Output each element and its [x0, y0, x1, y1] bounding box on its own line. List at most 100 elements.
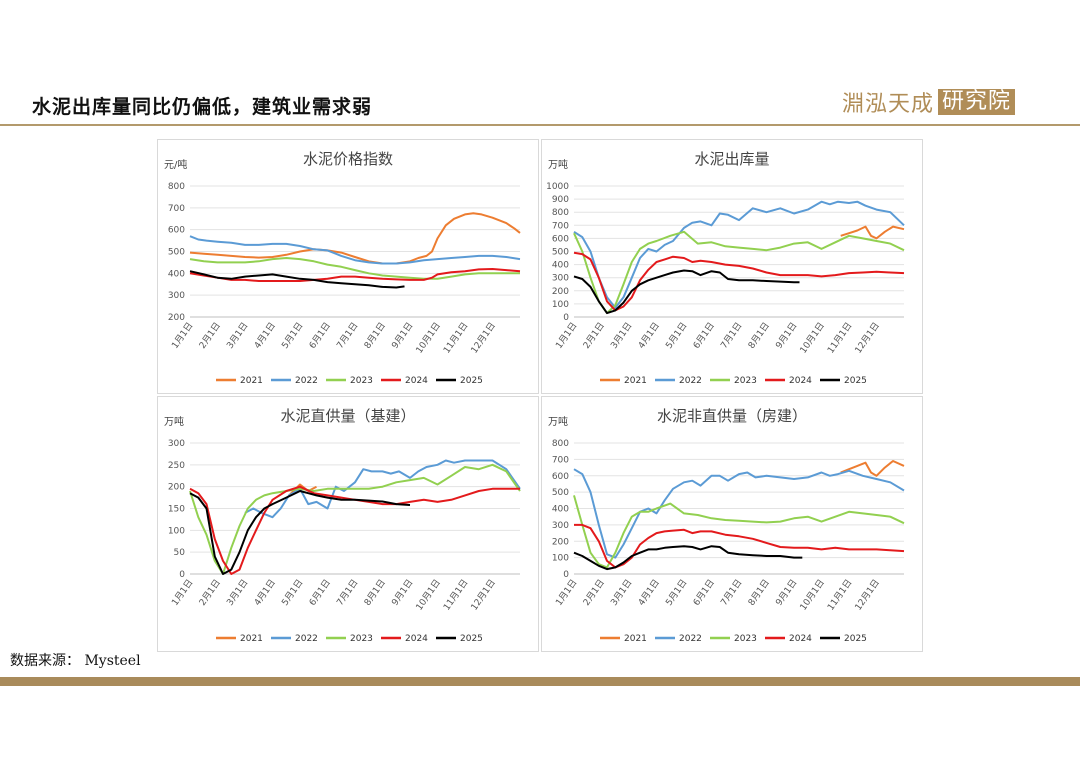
y-tick-label: 200: [552, 537, 569, 547]
y-unit-label: 万吨: [548, 158, 568, 171]
legend-label-2023: 2023: [734, 376, 757, 386]
y-tick-label: 100: [552, 554, 569, 564]
x-tick-label: 10月1日: [798, 577, 827, 612]
series-line-2022: [573, 468, 905, 559]
x-tick-label: 3月1日: [609, 320, 635, 350]
x-tick-label: 2月1日: [581, 320, 607, 350]
y-tick-label: 300: [168, 291, 185, 301]
x-tick-label: 11月1日: [825, 577, 854, 612]
y-tick-label: 400: [552, 505, 569, 515]
x-tick-label: 11月1日: [825, 320, 854, 355]
chart-svg: 水泥直供量（基建） 万吨 0 50 100 150 200 250 300 1月1日 2月1日 3月1…: [164, 407, 521, 644]
legend-label-2021: 2021: [240, 376, 263, 386]
y-tick-label: 500: [168, 248, 185, 258]
chart-svg: 水泥非直供量（房建） 万吨 0 100 200 300 400 500 600 700 800 1月1…: [548, 407, 905, 644]
legend-label-2021: 2021: [624, 376, 647, 386]
x-tick-label: 7月1日: [335, 320, 361, 350]
chart-title: 水泥非直供量（房建）: [657, 407, 807, 425]
x-tick-label: 2月1日: [581, 577, 607, 607]
y-tick-label: 1000: [546, 182, 569, 192]
x-tick-label: 1月1日: [170, 320, 196, 350]
x-tick-label: 8月1日: [362, 320, 388, 350]
logo-text: 淵泓天成: [842, 92, 935, 117]
y-tick-label: 50: [174, 548, 186, 558]
chart-title: 水泥出库量: [694, 150, 769, 168]
x-tick-label: 12月1日: [853, 320, 882, 355]
x-tick-label: 4月1日: [636, 320, 662, 350]
x-tick-label: 4月1日: [636, 577, 662, 607]
x-tick-label: 10月1日: [798, 320, 827, 355]
x-tick-label: 6月1日: [691, 320, 717, 350]
x-tick-label: 1月1日: [554, 320, 580, 350]
chart-panel-cement-shipments: 水泥出库量 万吨 0 100 200 300 400 500 600 700 800 900 1000 1…: [541, 139, 923, 394]
legend-label-2022: 2022: [679, 634, 702, 644]
x-tick-label: 7月1日: [335, 577, 361, 607]
y-unit-label: 万吨: [164, 415, 184, 428]
y-tick-label: 100: [168, 526, 185, 536]
legend-label-2024: 2024: [405, 634, 428, 644]
y-tick-label: 800: [168, 182, 185, 192]
x-tick-label: 12月1日: [469, 320, 498, 355]
x-tick-label: 5月1日: [280, 577, 306, 607]
y-tick-label: 900: [552, 195, 569, 205]
x-tick-label: 1月1日: [554, 577, 580, 607]
x-tick-label: 11月1日: [441, 577, 470, 612]
y-tick-label: 0: [563, 570, 569, 580]
series-line-2024: [189, 268, 521, 282]
y-tick-label: 800: [552, 439, 569, 449]
x-tick-label: 4月1日: [252, 577, 278, 607]
y-tick-label: 200: [168, 313, 185, 323]
x-tick-label: 8月1日: [746, 577, 772, 607]
x-tick-label: 10月1日: [414, 577, 443, 612]
footer-band: [0, 677, 1080, 686]
series-line-2023: [189, 463, 521, 575]
series-line-2022: [573, 200, 905, 309]
y-tick-label: 700: [552, 455, 569, 465]
chart-svg: 水泥出库量 万吨 0 100 200 300 400 500 600 700 800 900 1000 1…: [546, 150, 905, 386]
y-tick-label: 150: [168, 505, 185, 515]
y-tick-label: 300: [168, 439, 185, 449]
series-line-2025: [573, 269, 800, 315]
legend-label-2024: 2024: [789, 634, 812, 644]
x-tick-label: 7月1日: [719, 320, 745, 350]
y-tick-label: 250: [168, 461, 185, 471]
series-line-2025: [189, 490, 411, 575]
x-tick-label: 5月1日: [664, 320, 690, 350]
chart-title: 水泥价格指数: [303, 150, 393, 168]
y-tick-label: 700: [168, 204, 185, 214]
x-tick-label: 10月1日: [414, 320, 443, 355]
y-tick-label: 300: [552, 274, 569, 284]
legend-label-2025: 2025: [844, 376, 867, 386]
x-tick-label: 5月1日: [280, 320, 306, 350]
series-line-2023: [573, 495, 905, 569]
series-line-2021: [840, 460, 905, 477]
legend-label-2023: 2023: [350, 376, 373, 386]
y-tick-label: 300: [552, 521, 569, 531]
data-source-note: 数据来源： Mysteel: [10, 653, 141, 669]
y-tick-label: 400: [552, 261, 569, 271]
header-divider: [0, 124, 1080, 126]
y-tick-label: 600: [168, 226, 185, 236]
x-tick-label: 3月1日: [609, 577, 635, 607]
y-tick-label: 500: [552, 488, 569, 498]
legend-label-2024: 2024: [789, 376, 812, 386]
y-tick-label: 100: [552, 300, 569, 310]
y-tick-label: 700: [552, 221, 569, 231]
x-tick-label: 6月1日: [691, 577, 717, 607]
x-tick-label: 7月1日: [719, 577, 745, 607]
y-tick-label: 200: [168, 483, 185, 493]
series-line-2024: [189, 485, 520, 575]
x-tick-label: 3月1日: [225, 320, 251, 350]
y-unit-label: 元/吨: [164, 158, 187, 171]
series-line-2022: [244, 459, 521, 519]
x-tick-label: 3月1日: [225, 577, 251, 607]
legend-label-2025: 2025: [460, 376, 483, 386]
chart-panel-non-direct-supply-housing: 水泥非直供量（房建） 万吨 0 100 200 300 400 500 600 700 800 1月1…: [541, 396, 923, 652]
x-tick-label: 4月1日: [252, 320, 278, 350]
x-tick-label: 8月1日: [746, 320, 772, 350]
y-tick-label: 800: [552, 208, 569, 218]
chart-title: 水泥直供量（基建）: [280, 407, 415, 425]
x-tick-label: 9月1日: [774, 577, 800, 607]
y-tick-label: 0: [179, 570, 185, 580]
chart-panel-direct-supply-infrastructure: 水泥直供量（基建） 万吨 0 50 100 150 200 250 300 1月1日 2月1日 3月1…: [157, 396, 539, 652]
